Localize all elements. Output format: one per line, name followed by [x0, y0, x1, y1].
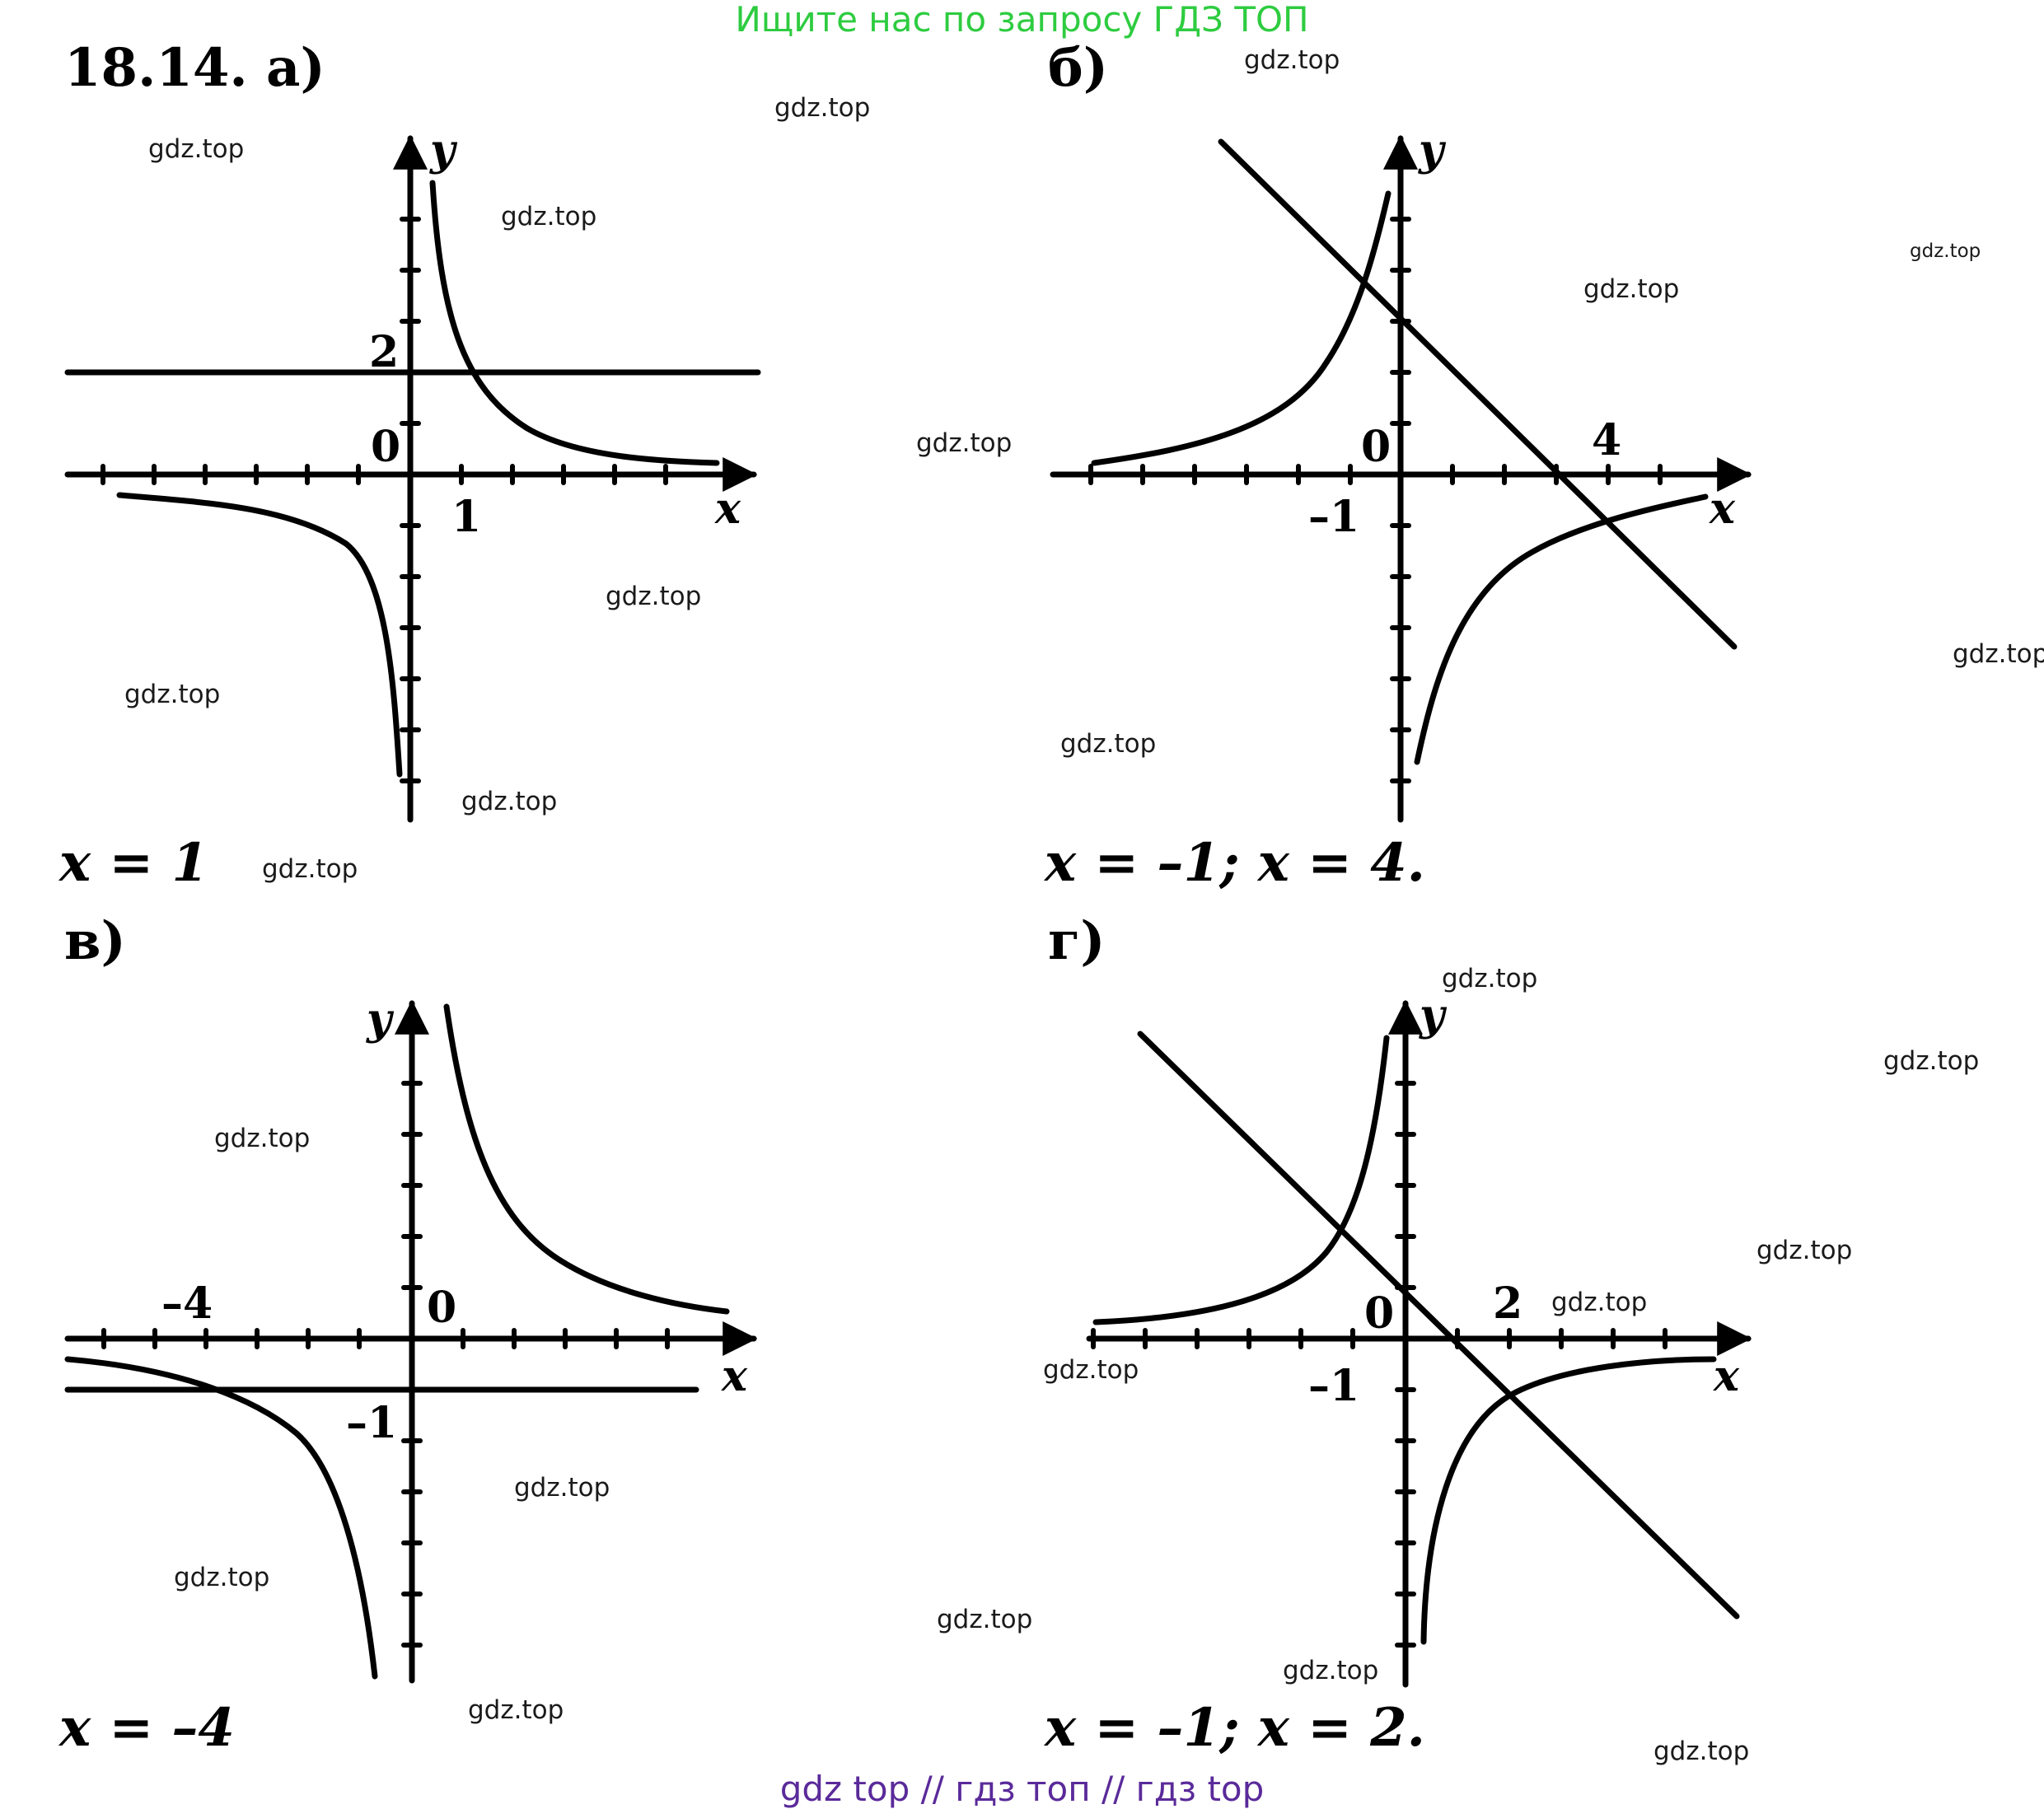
panel-b-ticks	[1088, 217, 1663, 783]
watermark: gdz.top	[262, 854, 358, 884]
panel-g-axis-y: y	[1419, 990, 1448, 1040]
panel-a-tick-0: 0	[371, 422, 400, 472]
panel-a-axis-x: x	[714, 484, 741, 534]
panel-a-hyperbola-right	[429, 180, 720, 466]
top-banner: Ищите нас по запросу ГДЗ ТОП	[735, 0, 1309, 40]
panel-b-axis-y: y	[1418, 125, 1447, 175]
watermark: gdz.top	[1883, 1046, 1980, 1076]
watermark: gdz.top	[214, 1124, 311, 1153]
panel-g-tick-0: 0	[1364, 1288, 1394, 1339]
panel-a-answer: x = 1	[59, 832, 208, 894]
watermark: gdz.top	[1283, 1656, 1379, 1685]
panel-g-hyperbola-right	[1420, 1356, 1717, 1645]
watermark: gdz.top	[174, 1563, 270, 1592]
panel-a-tick-2: 2	[369, 327, 399, 377]
watermark: gdz.top	[1653, 1737, 1750, 1766]
panel-v-axis-x: x	[721, 1351, 748, 1401]
watermark: gdz.top	[1551, 1288, 1648, 1317]
panel-b-graph	[1050, 134, 1752, 823]
bottom-banner: gdz top // гдз топ // гдз top	[779, 1769, 1265, 1809]
panel-v-ticks	[101, 1081, 670, 1648]
panel-b-axis-x: x	[1709, 484, 1736, 534]
panel-g-line	[1137, 1031, 1740, 1620]
panel-g-axis-x: x	[1713, 1351, 1740, 1401]
watermark: gdz.top	[148, 134, 245, 164]
panel-a-tick-1: 1	[451, 492, 481, 542]
panel-a-graph	[64, 134, 761, 823]
panel-a-ticks	[101, 217, 668, 783]
panel-v-tick-m1: –1	[346, 1398, 397, 1448]
panel-b-tick-4: 4	[1592, 415, 1621, 465]
watermark: gdz.top	[606, 582, 702, 611]
panel-v-hyperbola-right	[443, 1003, 730, 1315]
watermark: gdz.top	[1756, 1236, 1853, 1265]
watermark: gdz.top	[1244, 45, 1340, 75]
panel-v-label: в)	[64, 910, 126, 972]
watermark: gdz.top	[1910, 241, 1981, 262]
panel-b-tick-m1: –1	[1308, 492, 1359, 542]
panel-b-answer: x = –1; x = 4.	[1045, 832, 1425, 894]
panel-v-axis-y: y	[366, 994, 395, 1045]
panel-v-tick-0: 0	[427, 1283, 456, 1333]
panel-g-hyperbola-left	[1092, 1035, 1390, 1325]
watermark: gdz.top	[774, 93, 871, 123]
panel-v-tick-m4: –4	[161, 1278, 213, 1329]
panel-g-graph	[1086, 999, 1752, 1688]
watermark: gdz.top	[916, 428, 1013, 458]
panel-a-axis-y: y	[429, 125, 458, 175]
watermark: gdz.top	[1442, 964, 1538, 993]
panel-a-hyperbola-left	[116, 492, 403, 778]
watermark: gdz.top	[1583, 274, 1680, 304]
panel-g-tick-2: 2	[1493, 1278, 1522, 1329]
panel-g-tick-m1: –1	[1308, 1361, 1359, 1411]
panel-v-answer: x = –4	[59, 1697, 235, 1759]
watermark: gdz.top	[1060, 729, 1157, 759]
panel-g-answer: x = –1; x = 2.	[1045, 1697, 1425, 1759]
panel-v-hyperbola-left	[64, 1356, 378, 1680]
panel-b-line	[1218, 138, 1738, 650]
panel-b-tick-0: 0	[1361, 422, 1391, 472]
problem-label: 18.14. а)	[64, 37, 325, 99]
panel-b-label: б)	[1048, 37, 1108, 99]
panel-v-graph	[64, 999, 758, 1684]
watermark: gdz.top	[1043, 1355, 1139, 1385]
panel-b-hyperbola-left	[1091, 190, 1392, 466]
watermark: gdz.top	[501, 202, 597, 231]
panel-g-ticks	[1091, 1081, 1667, 1648]
watermark: gdz.top	[514, 1473, 610, 1503]
watermark: gdz.top	[461, 787, 558, 816]
watermark: gdz.top	[468, 1695, 564, 1725]
panel-g-label: г)	[1048, 910, 1106, 972]
panel-b-hyperbola-right	[1414, 493, 1709, 765]
watermark: gdz.top	[124, 680, 221, 709]
watermark: gdz.top	[937, 1605, 1033, 1634]
panel-a-label: а)	[265, 37, 325, 99]
watermark: gdz.top	[1953, 639, 2044, 669]
